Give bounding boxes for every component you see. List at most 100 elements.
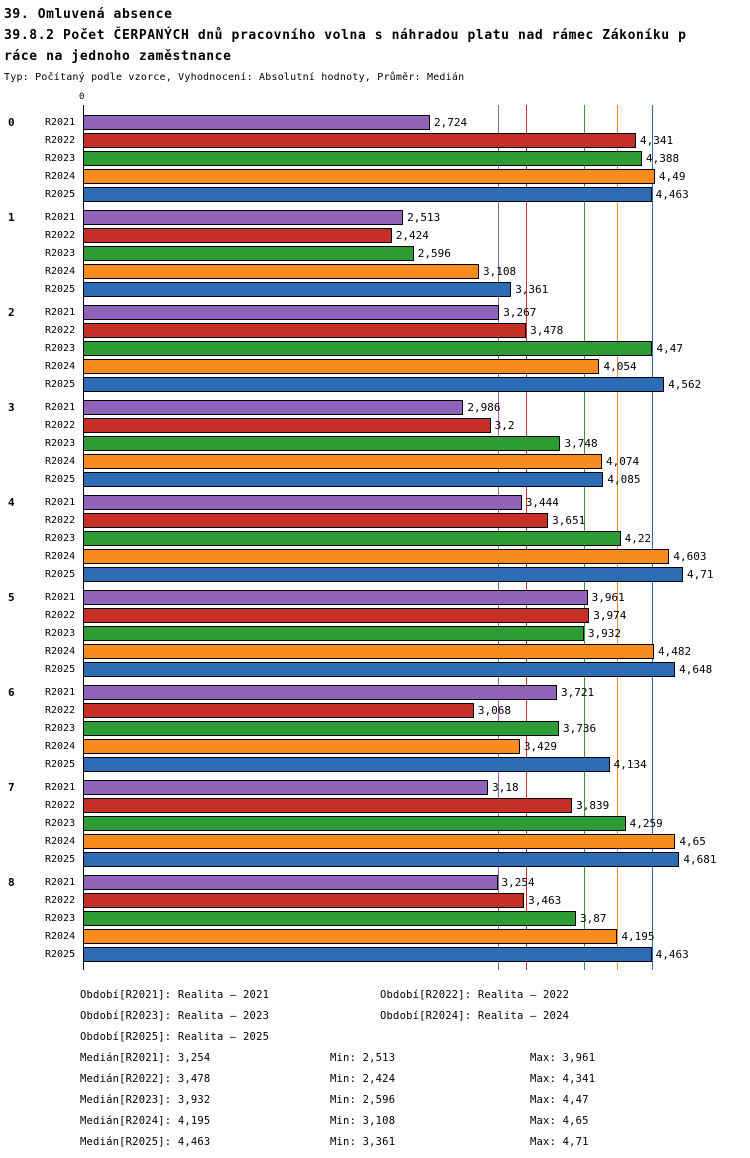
bar-track: 3,839 [83,796,720,814]
legend-min-r2024: Min: 3,108 [330,1115,396,1127]
bar-row: R2024 4,482 [0,642,750,660]
value-label: 2,986 [467,400,501,414]
bar-row: R2022 2,424 [0,226,750,244]
bar-row: R2023 4,47 [0,339,750,357]
bar-row: R2025 4,463 [0,945,750,963]
bar-r2021-cat8 [83,874,498,890]
value-label: 3,736 [562,721,597,735]
bar-row: R2022 3,974 [0,606,750,624]
value-label: 2,596 [417,246,451,260]
bar-r2024-cat2 [83,358,600,374]
bar-r2023-cat5 [83,625,584,641]
bar-track: 4,054 [83,357,720,375]
bar-group-6: 6 R2021 3,721 R2022 3,068 R2023 3,736 R2024 3,42… [0,683,750,773]
bar-row: R2024 4,603 [0,547,750,565]
series-label: R2023 [45,627,76,639]
report-title: 39. Omluvená absence [4,7,173,22]
legend-period-r2025: Období[R2025]: Realita – 2025 [80,1031,270,1043]
bar-r2023-cat1 [83,245,414,261]
category-label: 8 [8,875,15,889]
series-label: R2022 [45,324,76,336]
bar-track: 3,108 [83,262,720,280]
bar-track: 4,388 [83,149,720,167]
bar-track: 4,463 [83,185,720,203]
bar-row: R2024 4,195 [0,927,750,945]
bar-row: R2024 4,65 [0,832,750,850]
legend-min-r2025: Min: 3,361 [330,1136,396,1148]
series-label: R2022 [45,514,76,526]
bar-row: R2025 4,463 [0,185,750,203]
series-label: R2024 [45,360,76,372]
legend-period-r2021: Období[R2021]: Realita – 2021 [80,989,270,1001]
chart-title-line-2: ráce na jednoho zaměstnance [4,49,232,64]
bar-track: 2,596 [83,244,720,262]
bar-r2021-cat7 [83,779,489,795]
value-label: 4,47 [656,341,683,355]
category-label: 0 [8,115,15,129]
bar-track: 3,267 [83,303,720,321]
bar-row: R2023 3,932 [0,624,750,642]
bar-chart: 0 R2021 2,724 R2022 4,341 R2023 4,388 R2024 4,49… [0,105,750,970]
value-label: 4,463 [655,187,689,201]
series-label: R2021 [45,401,76,413]
bar-r2025-cat1 [83,281,512,297]
bar-r2023-cat7 [83,815,626,831]
bar-row: R2022 3,068 [0,701,750,719]
bar-row: 6 R2021 3,721 [0,683,750,701]
bar-r2022-cat3 [83,417,491,433]
legend-median-r2021: Medián[R2021]: 3,254 [80,1052,211,1064]
bar-track: 3,254 [83,873,720,891]
axis-origin-label: 0 [79,92,85,102]
bar-r2022-cat0 [83,132,637,148]
value-label: 4,482 [658,644,692,658]
bar-row: 8 R2021 3,254 [0,873,750,891]
series-label: R2025 [45,758,76,770]
value-label: 4,562 [668,377,702,391]
bar-r2025-cat6 [83,756,610,772]
bar-track: 4,074 [83,452,720,470]
value-label: 3,721 [561,685,595,699]
value-label: 3,651 [552,513,586,527]
series-label: R2025 [45,378,76,390]
bar-track: 4,47 [83,339,720,357]
series-label: R2021 [45,116,76,128]
bar-track: 3,721 [83,683,720,701]
series-label: R2021 [45,876,76,888]
bar-row: 4 R2021 3,444 [0,493,750,511]
value-label: 3,18 [492,780,519,794]
bar-track: 3,463 [83,891,720,909]
bar-track: 3,961 [83,588,720,606]
legend-stat-row-r2023: Medián[R2023]: 3,932 Min: 2,596 Max: 4,4… [80,1093,750,1107]
legend-min-r2022: Min: 2,424 [330,1073,396,1085]
value-label: 4,463 [655,947,689,961]
bar-r2023-cat0 [83,150,643,166]
legend-stat-row-r2021: Medián[R2021]: 3,254 Min: 2,513 Max: 3,9… [80,1051,750,1065]
legend-stat-row-r2024: Medián[R2024]: 4,195 Min: 3,108 Max: 4,6… [80,1114,750,1128]
bar-row: R2024 4,49 [0,167,750,185]
bar-row: R2025 4,562 [0,375,750,393]
bar-r2025-cat8 [83,946,652,962]
series-label: R2023 [45,247,76,259]
bar-row: 3 R2021 2,986 [0,398,750,416]
bar-row: R2023 2,596 [0,244,750,262]
series-label: R2022 [45,229,76,241]
bar-r2023-cat3 [83,435,561,451]
bar-r2021-cat6 [83,684,558,700]
bar-row: R2024 3,108 [0,262,750,280]
bar-r2024-cat7 [83,833,676,849]
bar-r2021-cat4 [83,494,522,510]
value-label: 3,361 [515,282,549,296]
series-label: R2021 [45,496,76,508]
bar-track: 4,482 [83,642,720,660]
category-label: 6 [8,685,15,699]
series-label: R2023 [45,817,76,829]
value-label: 4,134 [613,757,647,771]
bar-r2022-cat8 [83,892,525,908]
legend-stat-row-r2022: Medián[R2022]: 3,478 Min: 2,424 Max: 4,3… [80,1072,750,1086]
bar-row: R2024 4,054 [0,357,750,375]
value-label: 3,478 [530,323,564,337]
bar-row: 2 R2021 3,267 [0,303,750,321]
legend-min-r2023: Min: 2,596 [330,1094,396,1106]
bar-r2021-cat0 [83,114,431,130]
